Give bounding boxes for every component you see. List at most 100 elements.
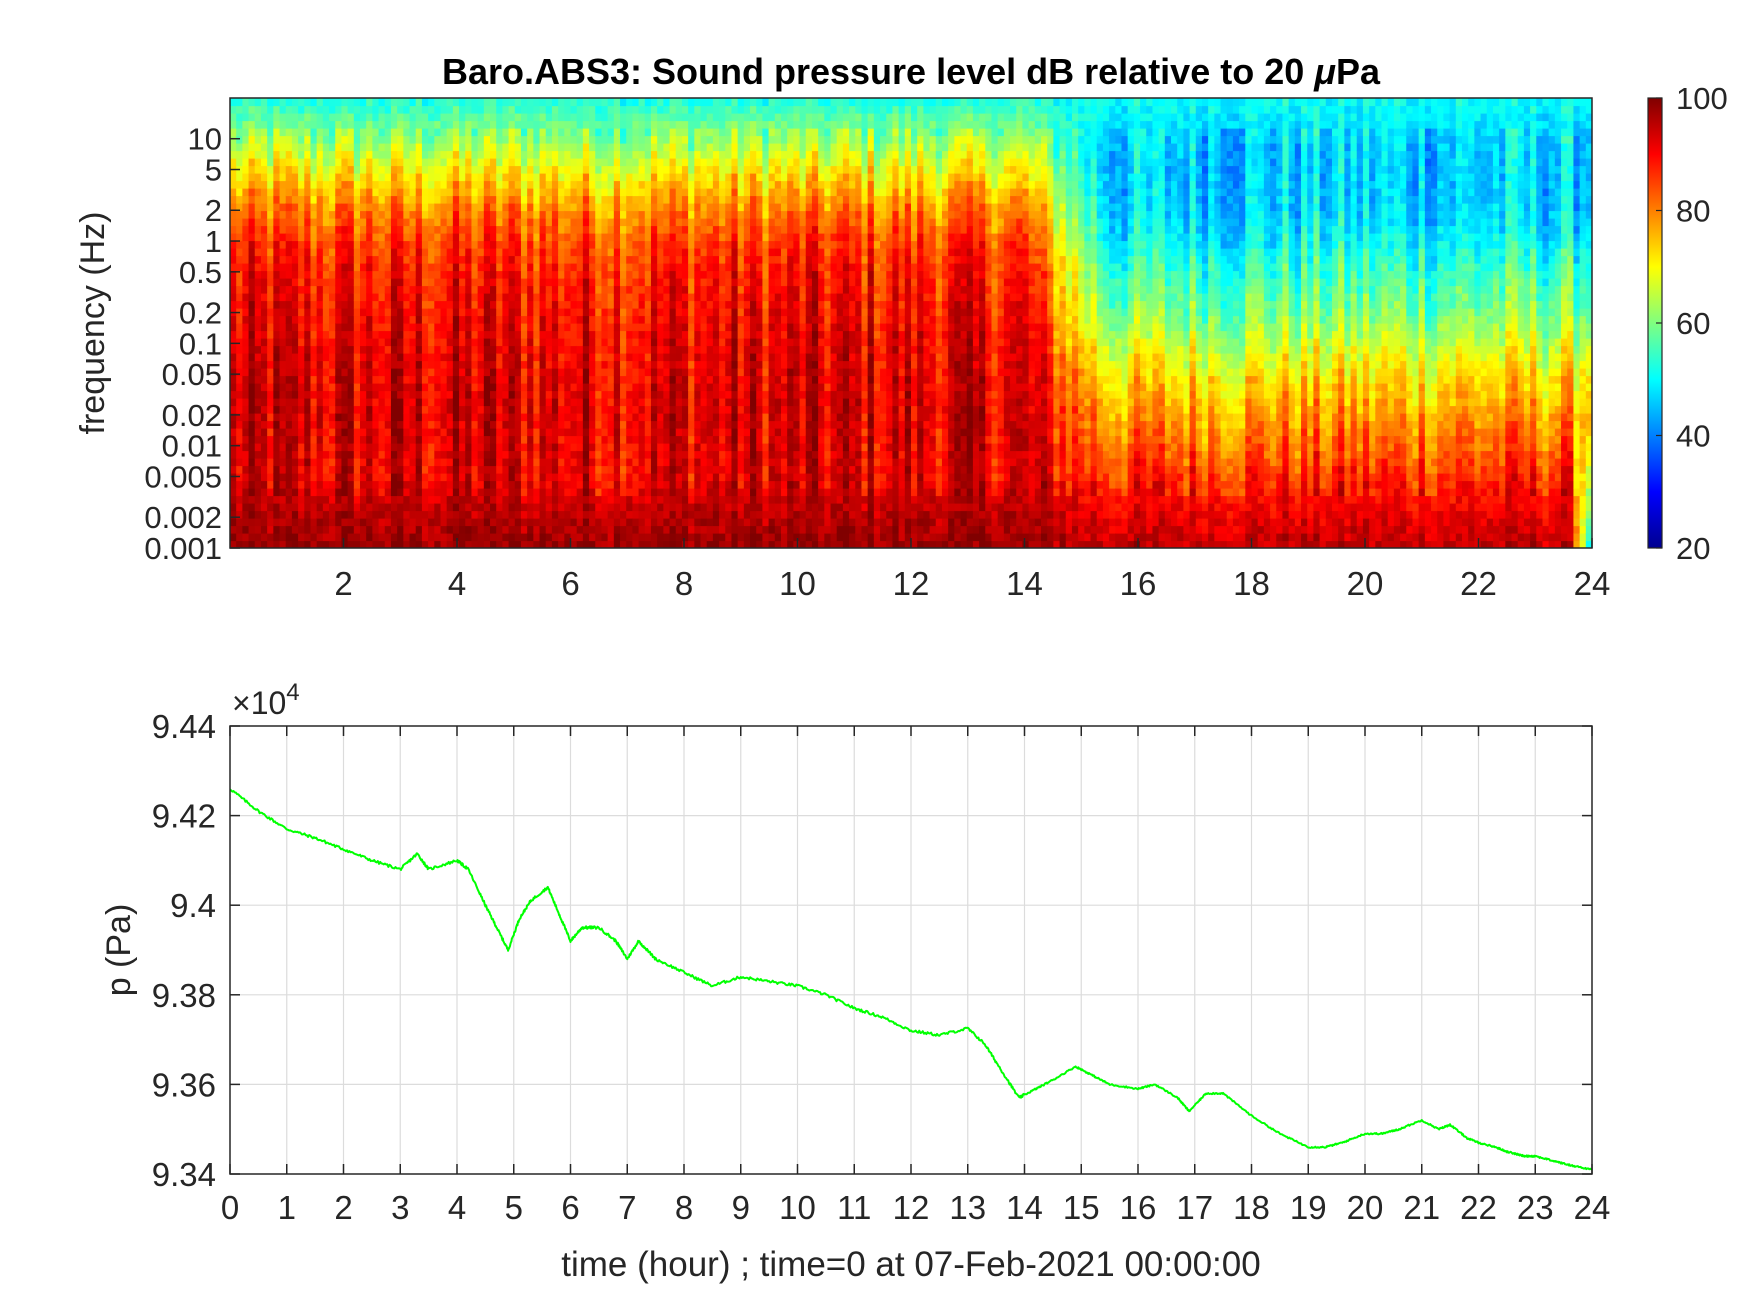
heatmap-cell <box>248 128 256 137</box>
heatmap-cell <box>539 533 547 542</box>
heatmap-cell <box>731 450 739 459</box>
heatmap-cell <box>291 210 299 219</box>
heatmap-cell <box>514 390 522 399</box>
heatmap-cell <box>545 300 553 309</box>
heatmap-cell <box>657 510 664 519</box>
heatmap-cell <box>694 375 702 384</box>
heatmap-cell <box>483 450 491 459</box>
heatmap-cell <box>650 233 658 242</box>
heatmap-cell <box>304 173 312 182</box>
heatmap-cell <box>688 263 695 272</box>
heatmap-cell <box>700 458 708 467</box>
heatmap-cell <box>230 285 237 294</box>
heatmap-cell <box>582 113 590 122</box>
heatmap-cell <box>638 383 646 392</box>
heatmap-cell <box>248 210 256 219</box>
heatmap-cell <box>688 465 695 474</box>
heatmap-cell <box>632 435 640 444</box>
heatmap-cell <box>242 405 250 414</box>
heatmap-cell <box>428 495 435 504</box>
heatmap-cell <box>254 488 262 497</box>
heatmap-cell <box>310 323 318 332</box>
heatmap-cell <box>322 255 330 264</box>
heatmap-cell <box>607 323 615 332</box>
heatmap-cell <box>360 420 367 429</box>
heatmap-cell <box>551 398 559 407</box>
heatmap-cell <box>291 278 299 287</box>
heatmap-cell <box>483 420 491 429</box>
heatmap-cell <box>712 293 720 302</box>
heatmap-cell <box>688 143 695 152</box>
heatmap-cell <box>483 458 491 467</box>
heatmap-cell <box>533 338 541 347</box>
heatmap-cell <box>675 428 683 437</box>
heatmap-cell <box>366 278 373 287</box>
heatmap-cell <box>415 368 423 377</box>
heatmap-cell <box>428 143 435 152</box>
heatmap-cell <box>533 195 541 204</box>
heatmap-cell <box>712 195 720 204</box>
heatmap-cell <box>347 143 355 152</box>
heatmap-cell <box>360 518 367 527</box>
heatmap-cell <box>440 248 448 257</box>
heatmap-cell <box>496 420 503 429</box>
heatmap-cell <box>737 465 745 474</box>
heatmap-cell <box>558 428 565 437</box>
heatmap-cell <box>372 353 380 362</box>
heatmap-cell <box>347 345 355 354</box>
heatmap-cell <box>409 113 417 122</box>
heatmap-cell <box>304 120 312 129</box>
heatmap-cell <box>737 503 745 512</box>
heatmap-cell <box>279 113 287 122</box>
heatmap-cell <box>372 413 380 422</box>
heatmap-cell <box>415 285 423 294</box>
heatmap-cell <box>576 240 584 249</box>
heatmap-cell <box>570 450 578 459</box>
heatmap-cell <box>335 255 343 264</box>
heatmap-cell <box>471 285 479 294</box>
heatmap-cell <box>242 195 250 204</box>
heatmap-cell <box>415 398 423 407</box>
heatmap-cell <box>601 435 609 444</box>
heatmap-cell <box>477 330 485 339</box>
heatmap-cell <box>607 375 615 384</box>
heatmap-cell <box>390 203 398 212</box>
heatmap-cell <box>242 398 250 407</box>
heatmap-cell <box>681 218 689 227</box>
heatmap-cell <box>248 158 256 167</box>
heatmap-cell <box>595 188 603 197</box>
heatmap-cell <box>254 458 262 467</box>
heatmap-cell <box>582 405 590 414</box>
heatmap-cell <box>626 263 634 272</box>
heatmap-cell <box>638 540 646 548</box>
heatmap-cell <box>490 165 497 174</box>
heatmap-cell <box>508 465 516 474</box>
heatmap-cell <box>434 248 442 257</box>
heatmap-cell <box>564 225 572 234</box>
heatmap-cell <box>428 345 435 354</box>
heatmap-cell <box>260 315 268 324</box>
heatmap-cell <box>570 353 578 362</box>
heatmap-cell <box>725 105 733 114</box>
heatmap-cell <box>657 128 664 137</box>
heatmap-cell <box>496 495 503 504</box>
heatmap-cell <box>712 510 720 519</box>
heatmap-cell <box>372 195 380 204</box>
heatmap-cell <box>248 473 256 482</box>
heatmap-cell <box>669 495 677 504</box>
heatmap-cell <box>403 248 411 257</box>
heatmap-cell <box>620 435 627 444</box>
heatmap-cell <box>700 353 708 362</box>
heatmap-cell <box>452 105 460 114</box>
heatmap-cell <box>421 165 429 174</box>
heatmap-cell <box>452 315 460 324</box>
heatmap-cell <box>527 405 534 414</box>
heatmap-cell <box>465 428 473 437</box>
heatmap-cell <box>743 443 751 452</box>
heatmap-cell <box>700 255 708 264</box>
heatmap-cell <box>384 293 392 302</box>
heatmap-cell <box>279 533 287 542</box>
heatmap-cell <box>260 525 268 534</box>
heatmap-cell <box>688 420 695 429</box>
heatmap-cell <box>347 353 355 362</box>
